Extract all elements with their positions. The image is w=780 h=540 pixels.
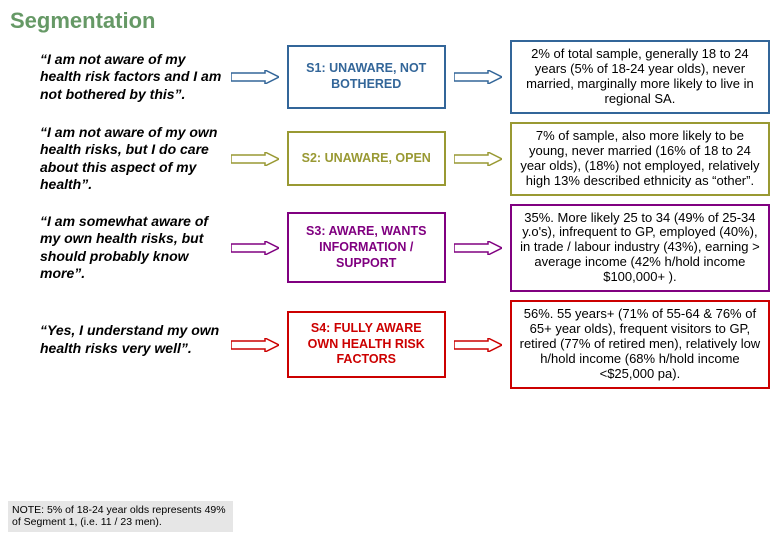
footnote: NOTE: 5% of 18-24 year olds represents 4… (8, 501, 233, 532)
arrow-right-icon (231, 70, 279, 84)
segment-quote: “I am somewhat aware of my own health ri… (10, 213, 223, 283)
arrow-right-icon (231, 241, 279, 255)
segment-label-box: S3: AWARE, WANTS INFORMATION / SUPPORT (287, 212, 446, 283)
segment-quote: “I am not aware of my own health risks, … (10, 124, 223, 194)
segment-row: “I am not aware of my health risk factor… (10, 40, 770, 114)
segment-quote: “Yes, I understand my own health risks v… (10, 322, 223, 367)
arrow-right-icon (231, 338, 279, 352)
segment-description-box: 2% of total sample, generally 18 to 24 y… (510, 40, 770, 114)
segment-label-box: S2: UNAWARE, OPEN (287, 131, 446, 187)
segment-row: “I am not aware of my own health risks, … (10, 122, 770, 196)
segment-label-box: S4: FULLY AWARE OWN HEALTH RISK FACTORS (287, 311, 446, 378)
segment-label-box: S1: UNAWARE, NOT BOTHERED (287, 45, 446, 108)
page-title: Segmentation (10, 8, 770, 34)
arrow-right-icon (454, 338, 502, 352)
segment-row: “Yes, I understand my own health risks v… (10, 300, 770, 389)
segment-quote: “I am not aware of my health risk factor… (10, 51, 223, 104)
segment-description-box: 35%. More likely 25 to 34 (49% of 25-34 … (510, 204, 770, 293)
segment-description-box: 56%. 55 years+ (71% of 55-64 & 76% of 65… (510, 300, 770, 389)
arrow-right-icon (454, 241, 502, 255)
segment-row: “I am somewhat aware of my own health ri… (10, 204, 770, 293)
segmentation-grid: “I am not aware of my health risk factor… (10, 40, 770, 389)
arrow-right-icon (454, 152, 502, 166)
segment-description-box: 7% of sample, also more likely to be you… (510, 122, 770, 196)
arrow-right-icon (454, 70, 502, 84)
arrow-right-icon (231, 152, 279, 166)
